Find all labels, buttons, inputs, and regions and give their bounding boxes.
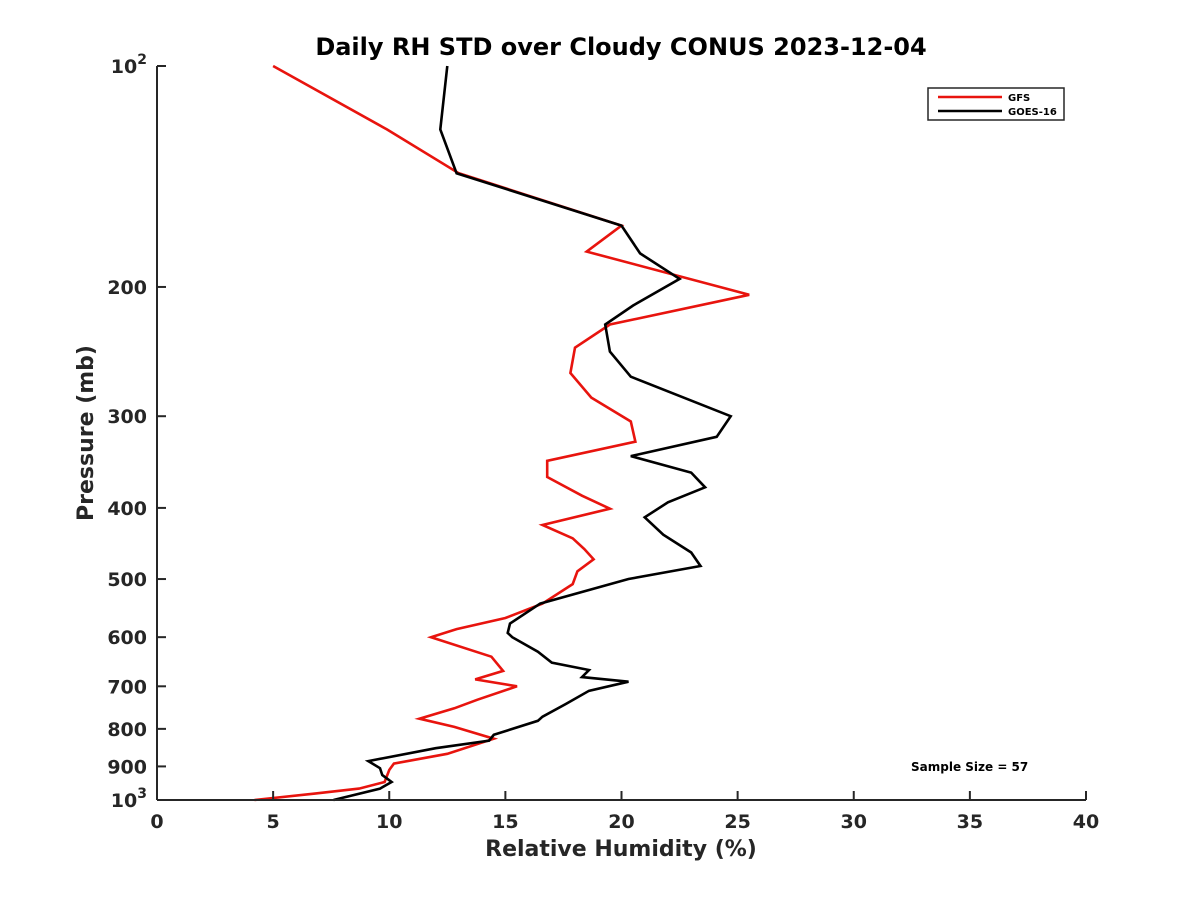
x-tick-label: 15 [492, 811, 518, 833]
x-tick-label: 20 [608, 811, 634, 833]
sample-size-annotation: Sample Size = 57 [911, 760, 1028, 774]
y-tick-label: 900 [107, 756, 147, 778]
x-axis-ticks: 0 5 10 15 20 25 30 35 40 [150, 791, 1099, 833]
y-tick-label: 103 [111, 786, 147, 812]
y-tick-label: 400 [107, 498, 147, 520]
y-tick-label: 600 [107, 627, 147, 649]
x-tick-label: 35 [957, 811, 983, 833]
y-tick-label: 500 [107, 569, 147, 591]
x-axis-label: Relative Humidity (%) [485, 837, 757, 862]
legend-items: GFS GOES-16 [938, 93, 1057, 118]
x-tick-label: 5 [267, 811, 280, 833]
y-tick-label: 102 [111, 52, 147, 78]
chart-title: Daily RH STD over Cloudy CONUS 2023-12-0… [315, 33, 926, 61]
y-axis-label: Pressure (mb) [74, 345, 99, 521]
y-tick-label: 700 [107, 676, 147, 698]
legend: GFS GOES-16 [927, 87, 1065, 121]
series-line-gfs [254, 64, 750, 802]
x-tick-label: 30 [841, 811, 867, 833]
series-line-goes-16 [333, 65, 733, 802]
x-tick-label: 40 [1073, 811, 1099, 833]
legend-box [927, 87, 1065, 121]
y-tick-label: 800 [107, 719, 147, 741]
x-tick-label: 25 [724, 811, 750, 833]
series-layer [254, 64, 750, 802]
x-tick-label: 0 [150, 811, 163, 833]
legend-label: GOES-16 [1008, 107, 1057, 118]
plot-area: 0 5 10 15 20 25 30 35 40 102 200 300 400 500 600 700 80… [107, 52, 1099, 833]
y-tick-label: 200 [107, 277, 147, 299]
y-axis-ticks: 102 200 300 400 500 600 700 800 900 103 [107, 52, 166, 812]
x-tick-label: 10 [376, 811, 402, 833]
legend-label: GFS [1008, 93, 1030, 104]
y-tick-label: 300 [107, 406, 147, 428]
